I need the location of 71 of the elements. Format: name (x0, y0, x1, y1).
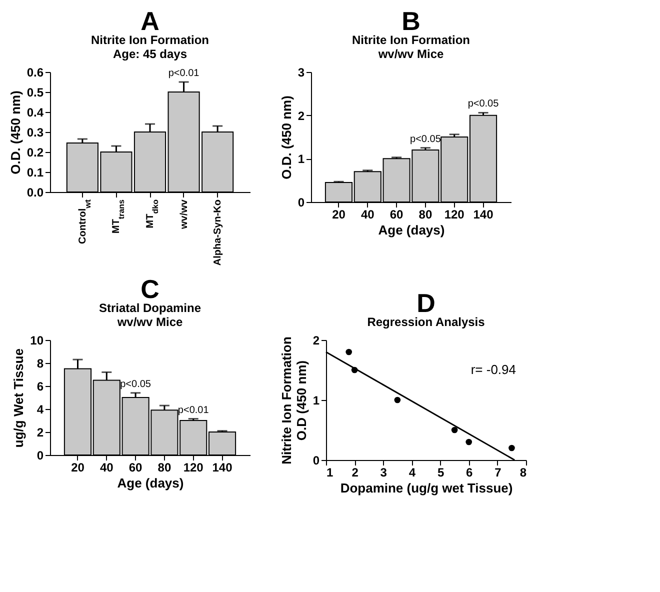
y-tick-label: 0.3 (26, 126, 44, 140)
annotation: p<0.01 (178, 404, 210, 416)
y-tick-label: 0.1 (26, 166, 44, 180)
annotation: p<0.05 (468, 98, 500, 110)
point (466, 438, 472, 446)
x-axis-title: Age (days) (378, 222, 445, 238)
text: C (140, 274, 160, 304)
x-tick-label: 140 (473, 208, 494, 222)
y-tick-label: 6 (36, 380, 44, 394)
y-tick-label: 0.2 (26, 146, 44, 160)
chart-title: Striatal Dopamine (98, 301, 202, 315)
y-tick-label: 0.0 (26, 186, 44, 200)
x-tick-label: 1 (326, 466, 334, 480)
x-tick-label: 8 (520, 466, 527, 480)
annotation: p<0.01 (168, 68, 200, 79)
text: D (416, 288, 436, 318)
annotation: p<0.05 (120, 378, 152, 390)
y-tick-label: 0.6 (26, 66, 44, 80)
y-tick-label: 3 (298, 66, 305, 80)
x-tick-label: 4 (408, 466, 416, 480)
x-tick-label: 40 (360, 208, 375, 222)
y-axis-title: O.D. (450 nm) (8, 90, 23, 174)
chart-subtitle: wv/wv Mice (116, 315, 183, 329)
x-axis-title: Age (days) (117, 476, 184, 490)
text: A (140, 6, 160, 36)
y-tick-label: 0.5 (26, 86, 44, 100)
chart-title: Nitrite Ion Formation (91, 33, 209, 47)
x-tick-label: 140 (212, 460, 233, 474)
y-tick-label: 1 (312, 394, 320, 408)
x-tick-label: 7 (494, 466, 502, 480)
y-tick-label: 2 (298, 108, 305, 123)
y-tick-label: 0.4 (26, 106, 44, 120)
y-tick-label: 0 (312, 454, 320, 468)
x-tick-label: 3 (380, 466, 388, 480)
x-tick-label: 5 (437, 466, 444, 480)
annotation: p<0.05 (410, 134, 442, 145)
x-axis-title: Dopamine (ug/g wet Tissue) (340, 480, 513, 496)
y-tick-label: 10 (30, 334, 44, 348)
y-tick-label: 8 (36, 356, 44, 370)
y-axis-title: Nitrite Ion Formation O.D (450 nm) (278, 336, 309, 464)
x-tick-label: wv/wv (178, 199, 190, 230)
chart-subtitle: wv/wv Mice (377, 47, 444, 61)
x-tick-label: 60 (390, 208, 404, 222)
x-tick-label: 60 (128, 460, 143, 474)
y-tick-label: 2 (36, 426, 44, 440)
y-tick-label: 0 (298, 196, 305, 210)
annotation: r= -0.94 (470, 362, 516, 377)
x-tick-label: 2 (352, 466, 359, 480)
x-tick-label: 40 (100, 460, 114, 474)
y-tick-label: 4 (36, 402, 44, 416)
y-tick-label: 0 (36, 448, 44, 462)
point (394, 396, 401, 404)
chart-title: Nitrite Ion Formation (352, 33, 470, 47)
point (346, 348, 352, 356)
chart-subtitle: Age: 45 days (112, 47, 188, 61)
x-tick-label: 20 (332, 208, 346, 222)
text: B (402, 6, 420, 36)
y-axis-title: O.D. (450 nm) (278, 96, 294, 180)
x-tick-label: 80 (418, 208, 432, 222)
chart-title: Regression Analysis (367, 315, 486, 329)
x-tick-label: 120 (444, 208, 465, 222)
x-tick-label: Alpha-Syn-Ko (212, 200, 224, 266)
x-tick-label: 6 (466, 466, 474, 480)
y-tick-label: 2 (312, 334, 320, 348)
point (451, 426, 458, 434)
y-axis-title: ug/g Wet Tissue (11, 348, 26, 448)
x-tick-label: 20 (71, 460, 85, 474)
x-tick-label: 80 (158, 460, 172, 474)
point (508, 444, 515, 452)
y-tick-label: 1 (298, 152, 305, 166)
x-tick-label: 120 (183, 460, 204, 474)
